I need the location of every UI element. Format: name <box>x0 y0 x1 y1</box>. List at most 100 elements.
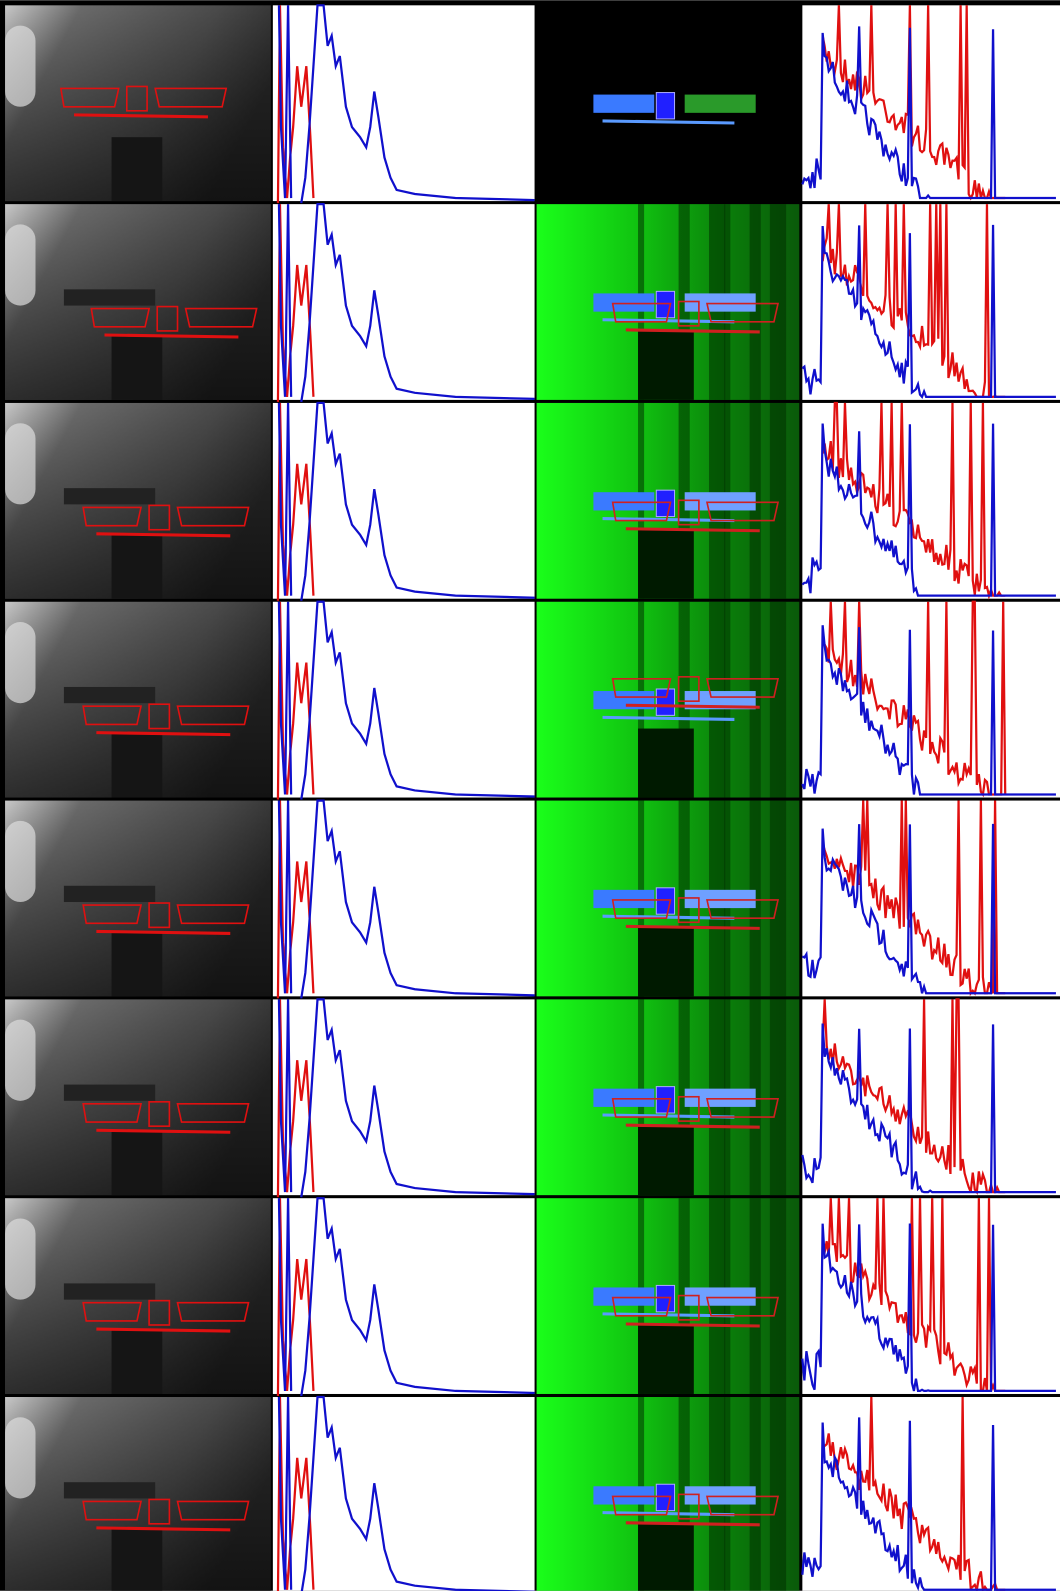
satellite-panel <box>685 1287 756 1305</box>
camera-frame <box>5 999 271 1195</box>
histogram-panel <box>273 1198 535 1396</box>
pedestal <box>112 1330 163 1394</box>
stripe <box>770 1397 786 1591</box>
satellite-boom <box>626 1324 760 1326</box>
pedestal <box>112 137 163 201</box>
falsecolor-frame <box>537 204 800 400</box>
satellite-panel <box>593 1287 654 1305</box>
satellite-panel <box>685 1486 756 1504</box>
pedestal <box>112 1131 163 1195</box>
stripe <box>770 403 786 599</box>
pedestal <box>112 1529 163 1591</box>
satellite-panel <box>593 1089 654 1107</box>
satellite-body <box>656 1285 674 1311</box>
satellite-panel <box>685 1089 756 1107</box>
satellite-body <box>656 291 674 317</box>
falsecolor-frame <box>537 1397 800 1591</box>
shadow-satellite <box>64 289 155 305</box>
bright-spot <box>5 1020 35 1101</box>
stripe <box>770 999 786 1195</box>
panel-background <box>802 801 1060 997</box>
satellite-body <box>656 689 674 715</box>
pedestal <box>112 734 163 798</box>
satellite-boom <box>96 1130 230 1132</box>
shadow-satellite <box>64 1085 155 1101</box>
shadow-satellite <box>64 886 155 902</box>
satellite-panel <box>593 293 654 311</box>
histogram-panel <box>802 602 1060 798</box>
falsecolor-frame <box>537 801 800 997</box>
satellite-panel <box>593 890 654 908</box>
bright-spot <box>5 26 35 107</box>
camera-frame <box>5 602 271 798</box>
panel-background <box>802 5 1060 201</box>
satellite-panel <box>685 492 756 510</box>
pedestal <box>112 535 163 599</box>
satellite-boom <box>96 1329 230 1331</box>
satellite-panel <box>593 1486 654 1504</box>
histogram-panel <box>273 801 535 999</box>
pedestal <box>638 1524 694 1591</box>
stripe <box>770 602 786 798</box>
histogram-panel <box>802 801 1060 997</box>
camera-frame <box>5 1397 271 1591</box>
satellite-body <box>656 490 674 516</box>
bright-spot <box>5 821 35 902</box>
bright-spot <box>5 224 35 305</box>
satellite-panel <box>685 293 756 311</box>
panel-background <box>802 602 1060 798</box>
pedestal <box>638 1325 694 1394</box>
falsecolor-frame <box>537 999 800 1195</box>
camera-frame <box>5 1198 271 1394</box>
satellite-panel <box>593 492 654 510</box>
panel-background <box>802 1397 1060 1591</box>
pedestal <box>638 530 694 599</box>
histogram-panel <box>802 1198 1060 1394</box>
falsecolor-frame <box>537 1198 800 1394</box>
histogram-panel <box>802 403 1060 599</box>
stripe <box>770 1198 786 1394</box>
bright-spot <box>5 423 35 504</box>
satellite-panel <box>685 95 756 113</box>
figure-grid <box>0 0 1060 1591</box>
satellite-boom <box>626 926 760 928</box>
histogram-panel <box>273 1397 535 1591</box>
shadow-satellite <box>64 1482 155 1498</box>
satellite-boom <box>74 115 208 117</box>
histogram-panel <box>802 204 1060 400</box>
satellite-boom <box>626 330 760 332</box>
camera-frame <box>5 204 271 400</box>
camera-frame <box>5 801 271 997</box>
satellite-boom <box>104 335 238 337</box>
satellite-boom <box>603 717 735 719</box>
shadow-satellite <box>64 687 155 703</box>
shadow-satellite <box>64 1283 155 1299</box>
stripe <box>770 801 786 997</box>
satellite-body <box>656 888 674 914</box>
histogram-panel <box>802 1397 1060 1591</box>
satellite-boom <box>626 1523 760 1525</box>
satellite-boom <box>96 1528 230 1530</box>
satellite-boom <box>626 529 760 531</box>
pedestal <box>638 927 694 996</box>
histogram-panel <box>273 204 535 402</box>
satellite-panel <box>685 890 756 908</box>
bright-spot <box>5 622 35 703</box>
falsecolor-frame <box>537 403 800 599</box>
pedestal <box>112 336 163 400</box>
shadow-satellite <box>64 488 155 504</box>
bright-spot <box>5 1218 35 1299</box>
satellite-boom <box>626 705 760 707</box>
camera-frame <box>5 5 271 201</box>
satellite-boom <box>96 931 230 933</box>
satellite-boom <box>603 121 735 123</box>
stripe <box>770 204 786 400</box>
pedestal <box>638 729 694 798</box>
histogram-panel <box>273 999 535 1197</box>
falsecolor-frame <box>537 5 800 201</box>
camera-frame <box>5 403 271 599</box>
satellite-body <box>656 93 674 119</box>
histogram-panel <box>273 5 535 203</box>
satellite-panel <box>593 95 654 113</box>
satellite-boom <box>626 1125 760 1127</box>
